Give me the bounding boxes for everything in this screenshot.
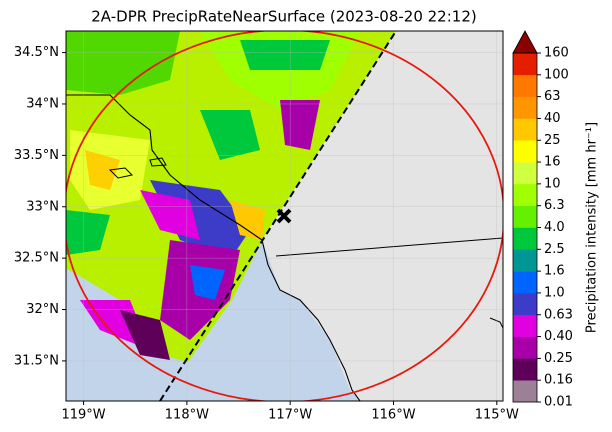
colorbar-tick-label: 0.16 [544, 373, 573, 388]
colorbar-tick-label: 4.0 [544, 220, 565, 235]
colorbar-tick-label: 1.6 [544, 264, 565, 279]
y-tick-label: 33.5°N [14, 148, 59, 163]
x-tick-label: 118°W [165, 408, 209, 423]
colorbar-label: Precipitation intensity [mm hr⁻¹] [585, 122, 600, 333]
map-title: 2A-DPR PrecipRateNearSurface (2023-08-20… [91, 8, 476, 26]
x-tick-label: 116°W [371, 408, 415, 423]
colorbar-segment [513, 336, 537, 359]
colorbar-segment [513, 314, 537, 337]
colorbar-extension [512, 30, 538, 54]
gridlines [66, 31, 503, 401]
colorbar-segment [513, 53, 537, 76]
coastline-east [489, 317, 503, 329]
colorbar-tick-label: 6.3 [544, 198, 565, 213]
colorbar-tick-label: 0.63 [544, 307, 573, 322]
colorbar-segment [513, 380, 537, 403]
precip-field [66, 31, 396, 362]
y-tick-label: 34°N [26, 96, 59, 111]
map-area [66, 31, 503, 401]
colorbar-tick-label: 25 [544, 133, 561, 148]
y-tick-label: 34.5°N [14, 45, 59, 60]
colorbar-tick-label: 100 [544, 67, 569, 82]
y-tick-label: 31.5°N [14, 353, 59, 368]
colorbar-tick-label: 16 [544, 155, 561, 170]
colorbar-segment [513, 292, 537, 316]
colorbar-tick-label: 1.0 [544, 285, 565, 300]
site-marker [276, 208, 292, 224]
colorbar-tick-label: 0.25 [544, 351, 573, 366]
y-tick-label: 32°N [26, 302, 59, 317]
colorbar-segment [513, 74, 537, 97]
x-tick-label: 117°W [268, 408, 312, 423]
colorbar-segment [513, 249, 537, 272]
colorbar-segment [513, 205, 537, 228]
border [275, 237, 503, 257]
islands [108, 157, 167, 179]
colorbar-tick-label: 40 [544, 111, 561, 126]
colorbar-tick-label: 10 [544, 176, 561, 191]
colorbar-segment [513, 183, 537, 206]
colorbar-segment [513, 118, 537, 141]
colorbar-segment [513, 227, 537, 250]
y-tick-label: 33°N [26, 199, 59, 214]
x-tick-label: 119°W [61, 408, 105, 423]
axes-frame [65, 30, 504, 402]
colorbar-tick-label: 0.01 [544, 395, 573, 410]
colorbar-segment [513, 96, 537, 119]
colorbar: 0.01 0.16 0.25 0.40 0.63 1.0 1.6 2.5 4.0 6.3 10 16 2… [512, 30, 600, 410]
colorbar-tick-label: 160 [544, 46, 569, 61]
colorbar-tick-label: 0.40 [544, 329, 573, 344]
colorbar-segment [513, 358, 537, 381]
colorbar-segment [513, 271, 537, 294]
x-tick-label: 115°W [475, 408, 519, 423]
colorbar-tick-label: 63 [544, 89, 561, 104]
colorbar-tick-label: 2.5 [544, 242, 565, 257]
colorbar-segment [513, 140, 537, 163]
y-tick-label: 32.5°N [14, 251, 59, 266]
colorbar-segment [513, 162, 537, 185]
swath-edge [159, 31, 397, 401]
